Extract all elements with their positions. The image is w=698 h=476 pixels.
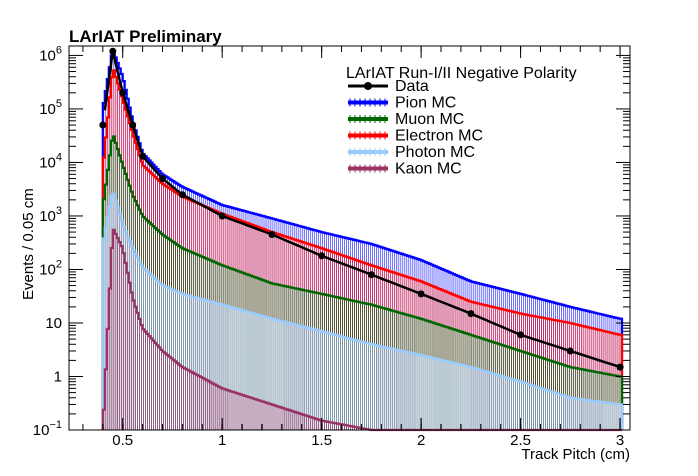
data-point: [119, 89, 127, 97]
y-tick-label: 1: [54, 368, 62, 385]
data-point: [566, 347, 574, 355]
chart-title: LArIAT Preliminary: [69, 27, 222, 46]
legend-label-electron-mc: Electron MC: [395, 128, 483, 145]
data-point: [467, 310, 475, 318]
y-tick-label: 10−1: [33, 419, 62, 439]
legend-header: LArIAT Run-I/II Negative Polarity: [346, 65, 577, 82]
y-tick-label: 105: [39, 98, 62, 118]
legend-item-pion-mc: Pion MC: [348, 95, 456, 112]
y-tick-label: 104: [39, 151, 62, 171]
y-axis-title: Events / 0.05 cm: [20, 188, 37, 300]
legend-item-muon-mc: Muon MC: [348, 111, 464, 128]
x-tick-label: 2.5: [510, 432, 531, 449]
x-tick-label: 1.5: [311, 432, 332, 449]
legend: LArIAT Run-I/II Negative Polarity DataPi…: [346, 65, 577, 178]
y-tick-label: 10: [45, 315, 62, 332]
data-point: [218, 212, 226, 220]
legend-item-kaon-mc: Kaon MC: [348, 161, 462, 178]
y-tick-label: 106: [39, 44, 62, 64]
legend-item-electron-mc: Electron MC: [348, 128, 483, 145]
data-point: [268, 231, 276, 238]
muon-mc-line: [101, 135, 624, 430]
legend-label-kaon-mc: Kaon MC: [395, 161, 462, 178]
legend-marker-data: [364, 82, 372, 90]
x-tick-label: 1: [218, 432, 226, 449]
y-tick-label: 102: [39, 258, 62, 278]
data-point: [139, 152, 147, 160]
x-tick-label: 2: [417, 432, 425, 449]
data-point: [129, 121, 137, 129]
data-line: [103, 50, 623, 369]
data-point: [367, 271, 375, 279]
data-points-layer: [99, 47, 624, 371]
data-point: [109, 47, 117, 55]
data-point: [99, 121, 107, 129]
legend-label-muon-mc: Muon MC: [395, 111, 464, 128]
x-axis: 0.5 1 1.5 2 2.5 3: [82, 46, 624, 449]
x-axis-title: Track Pitch (cm): [521, 446, 630, 463]
x-tick-label: 0.5: [112, 432, 133, 449]
legend-label-data: Data: [395, 78, 429, 95]
y-axis: 10−1 1 10 102 103 104 105 106: [33, 44, 630, 439]
photon-mc-line: [101, 192, 624, 430]
x-tick-label: 3: [616, 432, 624, 449]
data-series: [99, 47, 624, 371]
legend-item-data: Data: [348, 78, 429, 95]
y-tick-label: 103: [39, 205, 62, 225]
data-point: [178, 191, 186, 199]
data-point: [616, 363, 624, 371]
data-point: [517, 331, 525, 339]
legend-label-photon-mc: Photon MC: [395, 144, 475, 161]
legend-label-pion-mc: Pion MC: [395, 95, 456, 112]
data-point: [318, 252, 326, 260]
pion-mc-line: [101, 51, 624, 430]
legend-item-photon-mc: Photon MC: [348, 144, 475, 161]
electron-mc-line: [101, 69, 624, 430]
data-point: [417, 290, 425, 298]
data-point: [159, 175, 166, 183]
plot-frame: [68, 45, 631, 431]
